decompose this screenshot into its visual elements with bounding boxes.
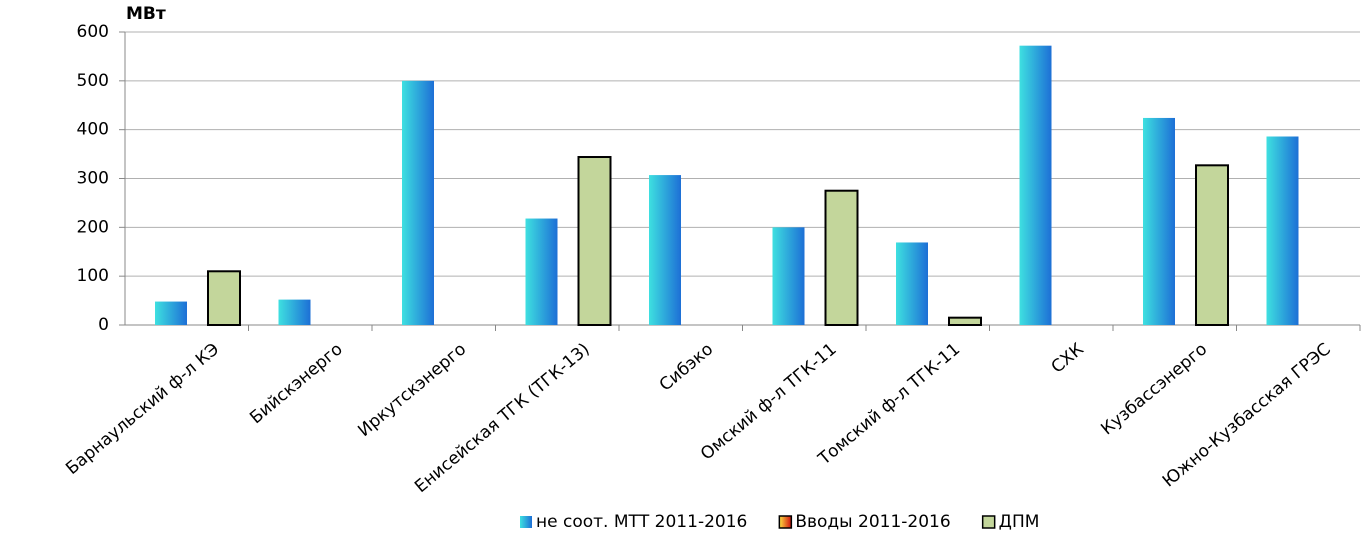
y-tick-label: 0 <box>98 315 109 335</box>
legend-label: ДПМ <box>999 512 1040 532</box>
x-tick-label: Томский ф-л ТГК-11 <box>814 339 964 470</box>
bar <box>525 218 558 325</box>
bar <box>649 175 681 325</box>
bar <box>207 270 241 326</box>
legend-swatch <box>520 516 532 528</box>
bar <box>1266 136 1299 325</box>
legend-swatch <box>981 515 996 529</box>
x-tick-label: Барнаульский ф-л КЭ <box>62 339 223 479</box>
legend-swatch <box>778 515 793 529</box>
x-tick-label: Бийскэнерго <box>246 339 346 428</box>
bar <box>1195 164 1229 326</box>
y-axis-label: МВт <box>126 4 166 24</box>
bar <box>278 299 311 325</box>
bar <box>772 227 805 325</box>
x-tick-label: Сибэко <box>656 339 717 395</box>
y-tick-label: 300 <box>77 169 109 189</box>
legend-label: Вводы 2011-2016 <box>795 512 950 532</box>
x-tick-label: Омский ф-л ТГК-11 <box>697 339 841 464</box>
bar <box>1019 45 1052 325</box>
y-tick-label: 200 <box>77 217 109 237</box>
bar <box>824 189 859 326</box>
bar <box>1143 117 1175 326</box>
bar <box>402 80 434 325</box>
x-tick-label: Кузбассэнерго <box>1097 339 1211 439</box>
y-tick-label: 400 <box>77 120 109 140</box>
bar <box>896 242 928 325</box>
bar <box>155 301 187 325</box>
y-tick-label: 100 <box>77 266 109 286</box>
y-tick-label: 600 <box>77 22 109 42</box>
bar <box>577 156 612 326</box>
x-tick-label: СХК <box>1048 339 1088 377</box>
bar <box>948 316 982 326</box>
legend-label: не соот. МТТ 2011-2016 <box>536 512 747 532</box>
y-tick-label: 500 <box>77 71 109 91</box>
x-tick-label: Иркутскэнерго <box>354 339 470 441</box>
